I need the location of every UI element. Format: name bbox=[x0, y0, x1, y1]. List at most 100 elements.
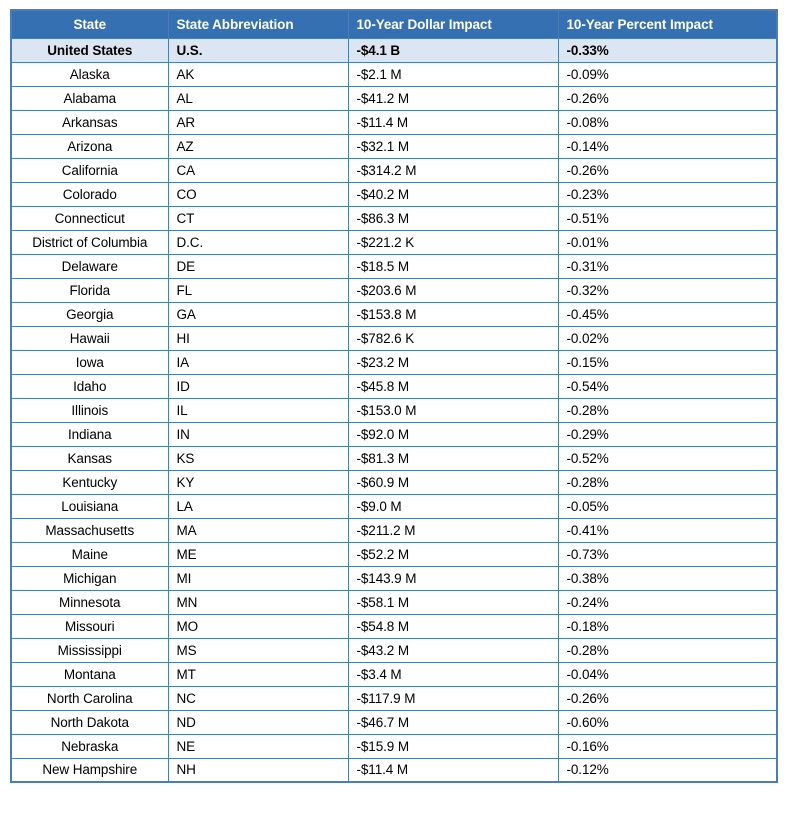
dollar-impact-cell: -$153.0 M bbox=[347, 397, 559, 423]
table-row: Minnesota MN -$58.1 M -0.24% bbox=[10, 589, 778, 615]
percent-impact-cell: -0.24% bbox=[557, 589, 778, 615]
state-cell: Florida bbox=[10, 277, 169, 303]
dollar-impact-cell: -$221.2 K bbox=[347, 229, 559, 255]
percent-impact-cell: -0.05% bbox=[557, 493, 778, 519]
table-row: Maine ME -$52.2 M -0.73% bbox=[10, 541, 778, 567]
percent-impact-cell: -0.15% bbox=[557, 349, 778, 375]
percent-impact-cell: -0.52% bbox=[557, 445, 778, 471]
state-cell: Arizona bbox=[10, 133, 169, 159]
percent-impact-cell: -0.73% bbox=[557, 541, 778, 567]
table-row: Mississippi MS -$43.2 M -0.28% bbox=[10, 637, 778, 663]
dollar-impact-cell: -$15.9 M bbox=[347, 733, 559, 759]
dollar-impact-cell: -$54.8 M bbox=[347, 613, 559, 639]
dollar-impact-cell: -$81.3 M bbox=[347, 445, 559, 471]
state-cell: District of Columbia bbox=[10, 229, 169, 255]
table-row: Missouri MO -$54.8 M -0.18% bbox=[10, 613, 778, 639]
dollar-impact-cell: -$58.1 M bbox=[347, 589, 559, 615]
table-row: Montana MT -$3.4 M -0.04% bbox=[10, 661, 778, 687]
state-cell: Kentucky bbox=[10, 469, 169, 495]
dollar-impact-cell: -$92.0 M bbox=[347, 421, 559, 447]
table-row: Colorado CO -$40.2 M -0.23% bbox=[10, 181, 778, 207]
us-total-row: United States U.S. -$4.1 B -0.33% bbox=[10, 37, 778, 63]
dollar-impact-cell: -$3.4 M bbox=[347, 661, 559, 687]
percent-impact-cell: -0.18% bbox=[557, 613, 778, 639]
table-row: Iowa IA -$23.2 M -0.15% bbox=[10, 349, 778, 375]
percent-impact-cell: -0.51% bbox=[557, 205, 778, 231]
percent-impact-cell: -0.01% bbox=[557, 229, 778, 255]
percent-impact-cell: -0.26% bbox=[557, 157, 778, 183]
state-cell: Colorado bbox=[10, 181, 169, 207]
abbr-cell: AK bbox=[167, 61, 349, 87]
dollar-impact-cell: -$211.2 M bbox=[347, 517, 559, 543]
percent-impact-cell: -0.31% bbox=[557, 253, 778, 279]
dollar-impact-cell: -$2.1 M bbox=[347, 61, 559, 87]
state-cell: North Carolina bbox=[10, 685, 169, 711]
table-body: United States U.S. -$4.1 B -0.33% Alaska AK -$… bbox=[10, 37, 778, 783]
header-state-abbreviation: State Abbreviation bbox=[167, 9, 349, 39]
table-row: Kansas KS -$81.3 M -0.52% bbox=[10, 445, 778, 471]
state-cell: Kansas bbox=[10, 445, 169, 471]
state-cell: Montana bbox=[10, 661, 169, 687]
state-impact-table: State State Abbreviation 10-Year Dollar … bbox=[10, 9, 778, 783]
abbr-cell: NC bbox=[167, 685, 349, 711]
abbr-cell: IA bbox=[167, 349, 349, 375]
state-cell: Alaska bbox=[10, 61, 169, 87]
table-row: Alaska AK -$2.1 M -0.09% bbox=[10, 61, 778, 87]
abbr-cell: AL bbox=[167, 85, 349, 111]
state-cell: United States bbox=[10, 37, 169, 63]
dollar-impact-cell: -$11.4 M bbox=[347, 757, 559, 783]
abbr-cell: GA bbox=[167, 301, 349, 327]
abbr-cell: DE bbox=[167, 253, 349, 279]
dollar-impact-cell: -$153.8 M bbox=[347, 301, 559, 327]
state-cell: Massachusetts bbox=[10, 517, 169, 543]
percent-impact-cell: -0.29% bbox=[557, 421, 778, 447]
state-cell: Idaho bbox=[10, 373, 169, 399]
percent-impact-cell: -0.28% bbox=[557, 397, 778, 423]
percent-impact-cell: -0.12% bbox=[557, 757, 778, 783]
dollar-impact-cell: -$23.2 M bbox=[347, 349, 559, 375]
abbr-cell: LA bbox=[167, 493, 349, 519]
dollar-impact-cell: -$9.0 M bbox=[347, 493, 559, 519]
state-cell: Michigan bbox=[10, 565, 169, 591]
table-row: Arkansas AR -$11.4 M -0.08% bbox=[10, 109, 778, 135]
dollar-impact-cell: -$52.2 M bbox=[347, 541, 559, 567]
percent-impact-cell: -0.16% bbox=[557, 733, 778, 759]
table-header-row: State State Abbreviation 10-Year Dollar … bbox=[10, 9, 778, 39]
percent-impact-cell: -0.45% bbox=[557, 301, 778, 327]
state-cell: New Hampshire bbox=[10, 757, 169, 783]
percent-impact-cell: -0.33% bbox=[557, 37, 778, 63]
abbr-cell: ME bbox=[167, 541, 349, 567]
percent-impact-cell: -0.23% bbox=[557, 181, 778, 207]
table-row: North Carolina NC -$117.9 M -0.26% bbox=[10, 685, 778, 711]
table-row: Michigan MI -$143.9 M -0.38% bbox=[10, 565, 778, 591]
header-state: State bbox=[10, 9, 169, 39]
state-cell: Missouri bbox=[10, 613, 169, 639]
table-row: Kentucky KY -$60.9 M -0.28% bbox=[10, 469, 778, 495]
state-cell: Alabama bbox=[10, 85, 169, 111]
percent-impact-cell: -0.04% bbox=[557, 661, 778, 687]
dollar-impact-cell: -$86.3 M bbox=[347, 205, 559, 231]
dollar-impact-cell: -$11.4 M bbox=[347, 109, 559, 135]
dollar-impact-cell: -$40.2 M bbox=[347, 181, 559, 207]
percent-impact-cell: -0.14% bbox=[557, 133, 778, 159]
abbr-cell: NE bbox=[167, 733, 349, 759]
dollar-impact-cell: -$60.9 M bbox=[347, 469, 559, 495]
dollar-impact-cell: -$43.2 M bbox=[347, 637, 559, 663]
abbr-cell: IN bbox=[167, 421, 349, 447]
abbr-cell: MA bbox=[167, 517, 349, 543]
abbr-cell: ID bbox=[167, 373, 349, 399]
abbr-cell: AZ bbox=[167, 133, 349, 159]
table-row: New Hampshire NH -$11.4 M -0.12% bbox=[10, 757, 778, 783]
abbr-cell: CO bbox=[167, 181, 349, 207]
state-cell: Indiana bbox=[10, 421, 169, 447]
table-row: Arizona AZ -$32.1 M -0.14% bbox=[10, 133, 778, 159]
percent-impact-cell: -0.28% bbox=[557, 637, 778, 663]
percent-impact-cell: -0.08% bbox=[557, 109, 778, 135]
dollar-impact-cell: -$782.6 K bbox=[347, 325, 559, 351]
dollar-impact-cell: -$41.2 M bbox=[347, 85, 559, 111]
table-row: Hawaii HI -$782.6 K -0.02% bbox=[10, 325, 778, 351]
state-cell: Iowa bbox=[10, 349, 169, 375]
abbr-cell: MT bbox=[167, 661, 349, 687]
state-cell: Hawaii bbox=[10, 325, 169, 351]
state-impact-table-container: State State Abbreviation 10-Year Dollar … bbox=[10, 9, 778, 783]
